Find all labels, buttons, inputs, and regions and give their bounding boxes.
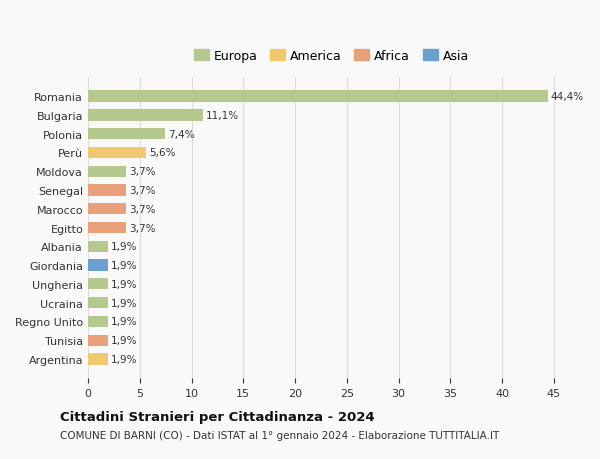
Bar [88,185,126,196]
Bar [88,316,107,327]
Text: 7,4%: 7,4% [168,129,194,140]
Text: 1,9%: 1,9% [111,336,137,346]
Bar [88,204,126,215]
Text: 1,9%: 1,9% [111,261,137,270]
Text: 3,7%: 3,7% [130,204,156,214]
Text: 1,9%: 1,9% [111,298,137,308]
Bar [88,91,548,102]
Legend: Europa, America, Africa, Asia: Europa, America, Africa, Asia [188,45,474,68]
Bar [88,223,126,234]
Bar [88,335,107,346]
Text: 3,7%: 3,7% [130,223,156,233]
Text: 1,9%: 1,9% [111,242,137,252]
Text: 1,9%: 1,9% [111,279,137,289]
Bar [88,129,164,140]
Bar [88,279,107,290]
Text: COMUNE DI BARNI (CO) - Dati ISTAT al 1° gennaio 2024 - Elaborazione TUTTITALIA.I: COMUNE DI BARNI (CO) - Dati ISTAT al 1° … [60,431,499,440]
Text: 3,7%: 3,7% [130,185,156,196]
Text: 5,6%: 5,6% [149,148,176,158]
Text: 1,9%: 1,9% [111,354,137,364]
Bar [88,353,107,365]
Text: Cittadini Stranieri per Cittadinanza - 2024: Cittadini Stranieri per Cittadinanza - 2… [60,410,374,423]
Bar [88,166,126,178]
Bar [88,297,107,308]
Bar [88,110,203,121]
Bar [88,241,107,252]
Bar [88,260,107,271]
Text: 3,7%: 3,7% [130,167,156,177]
Text: 11,1%: 11,1% [206,111,239,121]
Text: 44,4%: 44,4% [551,92,584,102]
Bar [88,147,146,159]
Text: 1,9%: 1,9% [111,317,137,327]
